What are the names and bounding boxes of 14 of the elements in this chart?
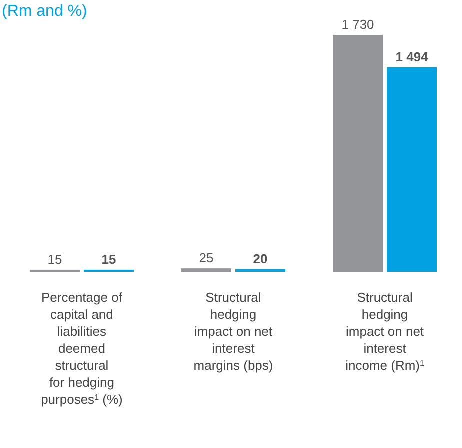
data-label: 1 730 <box>342 17 374 32</box>
category-label: Percentage of capital and liabilities deemed structural for hedging purposes$^{1}$ (%) <box>41 290 123 407</box>
chart-title: (Rm and %) <box>2 3 88 20</box>
bar <box>236 269 286 272</box>
data-label: 20 <box>253 251 268 266</box>
data-label: 25 <box>199 250 214 266</box>
bar <box>387 67 438 272</box>
bar <box>333 35 384 272</box>
data-label: 15 <box>48 252 62 267</box>
x-tick-label: Structural hedging impact on net interest margins (bps) <box>194 290 274 373</box>
data-label: 1 494 <box>396 49 430 64</box>
bar <box>182 268 232 272</box>
x-tick-label: Structural hedging impact on net interest income (Rm)$^{1}$ <box>346 290 425 373</box>
data-label: 15 <box>102 252 116 267</box>
